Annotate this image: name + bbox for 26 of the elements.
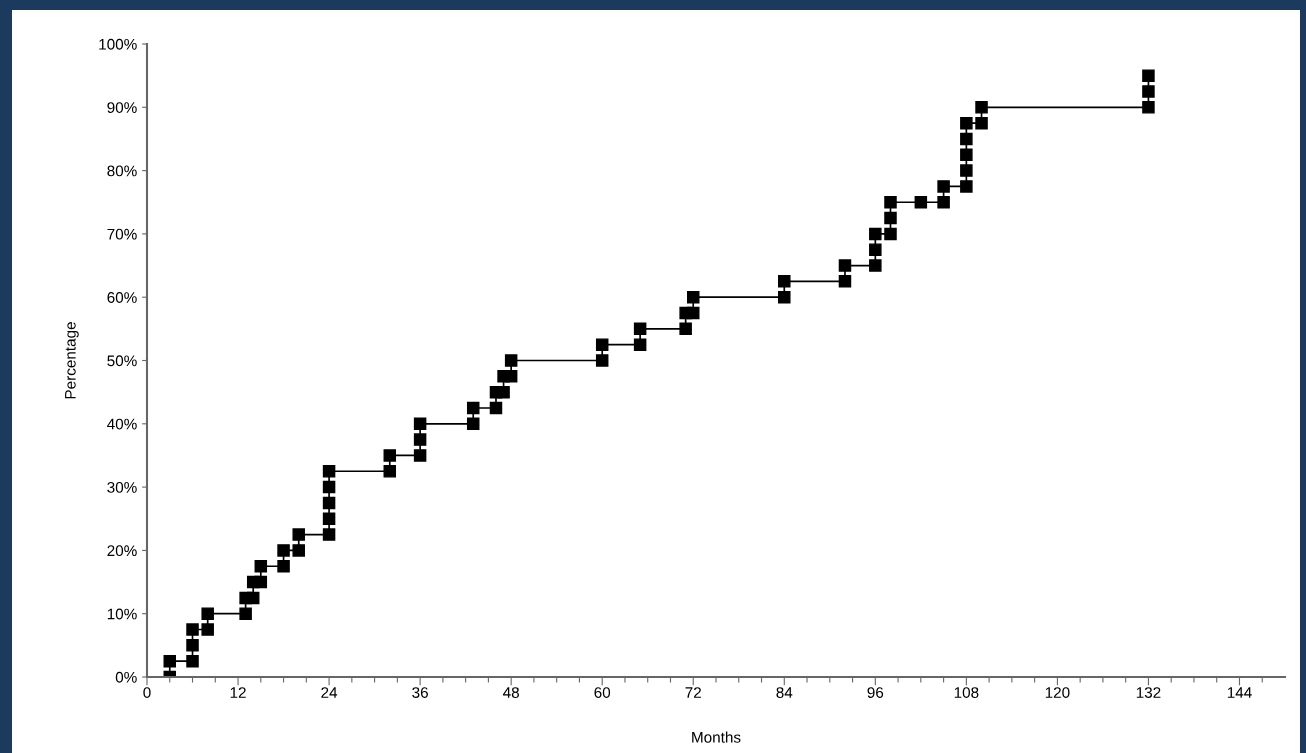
y-tick-label: 70% (107, 228, 137, 240)
y-tick-label: 50% (107, 355, 137, 367)
x-tick-label: 24 (321, 687, 338, 698)
x-tick-label: 12 (230, 687, 246, 698)
x-tick-label: 48 (503, 687, 519, 698)
y-axis-title: Percentage (65, 322, 79, 399)
x-axis-title: Months (692, 731, 741, 743)
x-tick-label: 0 (143, 687, 151, 698)
y-tick-label: 0% (115, 671, 137, 683)
x-tick-label: 144 (1227, 687, 1252, 698)
x-tick-label: 132 (1136, 687, 1161, 698)
x-tick-label: 60 (594, 687, 611, 698)
y-tick-label: 40% (107, 418, 137, 430)
y-tick-label: 60% (107, 292, 137, 303)
y-tick-label: 90% (107, 102, 137, 113)
x-tick-label: 120 (1045, 687, 1070, 698)
x-tick-label: 36 (412, 687, 428, 698)
y-tick-label: 30% (107, 481, 137, 493)
x-tick-label: 84 (776, 687, 793, 698)
y-tick-label: 80% (107, 165, 137, 177)
x-tick-label: 108 (954, 687, 979, 698)
y-tick-label: 10% (107, 608, 137, 620)
x-tick-label: 96 (867, 687, 884, 698)
x-tick-label: 72 (685, 687, 701, 698)
y-tick-label: 20% (107, 545, 137, 557)
y-tick-label: 100% (99, 38, 137, 50)
